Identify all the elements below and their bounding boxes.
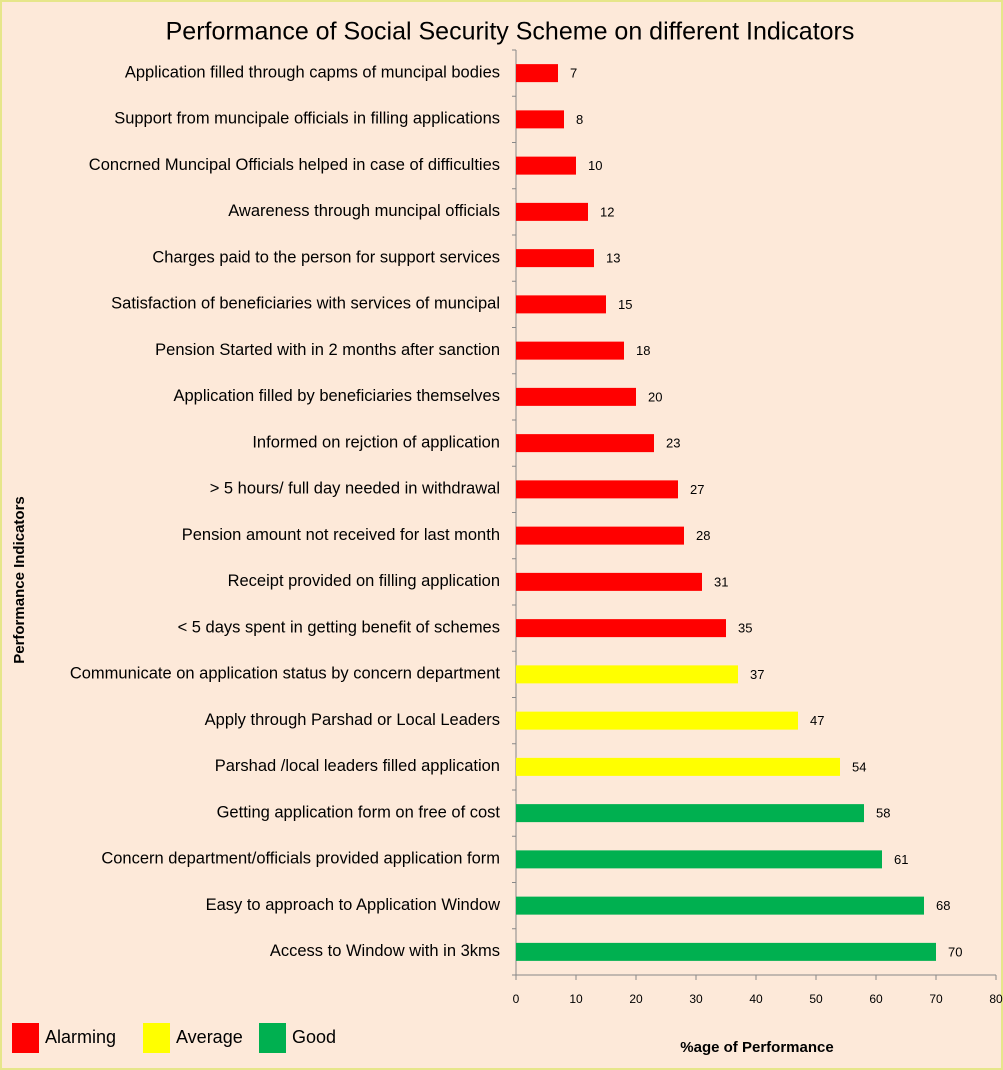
y-tick-label: Parshad /local leaders filled applicatio… [215,757,500,775]
bar [516,64,558,83]
value-label: 47 [810,713,824,728]
value-label: 20 [648,389,662,404]
x-tick-label: 80 [989,992,1003,1006]
bar [516,434,654,453]
value-label: 61 [894,852,908,867]
x-axis-label: %age of Performance [680,1039,833,1056]
bar [516,757,840,776]
value-label: 7 [570,66,577,81]
y-tick-label: Pension Started with in 2 months after s… [155,341,500,359]
y-tick-label: Charges paid to the person for support s… [152,248,500,266]
bar [516,942,936,961]
value-label: 54 [852,759,866,774]
bar [516,341,624,360]
bar [516,804,864,823]
legend-label: Alarming [45,1027,116,1047]
y-tick-label: Receipt provided on filling application [228,572,500,590]
legend-label: Average [176,1027,243,1047]
x-tick-label: 40 [749,992,763,1006]
bar [516,526,684,545]
value-label: 18 [636,343,650,358]
value-label: 13 [606,251,620,266]
value-label: 27 [690,482,704,497]
y-tick-label: Informed on rejction of application [252,433,500,451]
bar [516,711,798,730]
x-tick-label: 70 [929,992,943,1006]
y-tick-label: Apply through Parshad or Local Leaders [205,711,500,729]
y-tick-label: Access to Window with in 3kms [270,942,500,960]
y-tick-label: Concern department/officials provided ap… [101,850,500,868]
bar [516,850,882,869]
y-tick-label: > 5 hours/ full day needed in withdrawal [210,480,500,498]
y-tick-label: Support from muncipale officials in fill… [114,110,500,128]
value-label: 23 [666,436,680,451]
value-label: 37 [750,667,764,682]
y-axis-label: Performance Indicators [11,496,28,664]
bar [516,572,702,591]
y-tick-label: Application filled by beneficiaries them… [173,387,500,405]
y-tick-label: Easy to approach to Application Window [206,896,501,914]
bar [516,110,564,129]
x-tick-label: 50 [809,992,823,1006]
legend-label: Good [292,1027,336,1047]
bar [516,295,606,314]
y-tick-label: Pension amount not received for last mon… [182,526,500,544]
y-tick-label: Concrned Muncipal Officials helped in ca… [89,156,500,174]
y-tick-label: Communicate on application status by con… [70,665,501,683]
value-label: 58 [876,806,890,821]
bar [516,896,924,915]
value-label: 15 [618,297,632,312]
value-label: 12 [600,204,614,219]
bar [516,665,738,684]
value-label: 8 [576,112,583,127]
bar [516,619,726,638]
bar [516,202,588,221]
value-label: 68 [936,898,950,913]
x-tick-label: 20 [629,992,643,1006]
x-tick-label: 0 [513,992,520,1006]
value-label: 10 [588,158,602,173]
chart-title: Performance of Social Security Scheme on… [166,18,855,46]
bar [516,156,576,175]
bar [516,480,678,499]
x-tick-label: 10 [569,992,583,1006]
y-tick-label: < 5 days spent in getting benefit of sch… [178,618,500,636]
legend-swatch [12,1023,39,1053]
value-label: 28 [696,528,710,543]
value-label: 31 [714,574,728,589]
y-tick-label: Awareness through muncipal officials [228,202,500,220]
value-label: 70 [948,944,962,959]
x-tick-label: 30 [689,992,703,1006]
y-tick-label: Getting application form on free of cost [217,803,501,821]
y-tick-label: Application filled through capms of munc… [125,63,500,81]
bar [516,249,594,268]
x-tick-label: 60 [869,992,883,1006]
legend-swatch [143,1023,170,1053]
y-tick-label: Satisfaction of beneficiaries with servi… [111,295,500,313]
bar [516,387,636,406]
value-label: 35 [738,621,752,636]
legend-swatch [259,1023,286,1053]
